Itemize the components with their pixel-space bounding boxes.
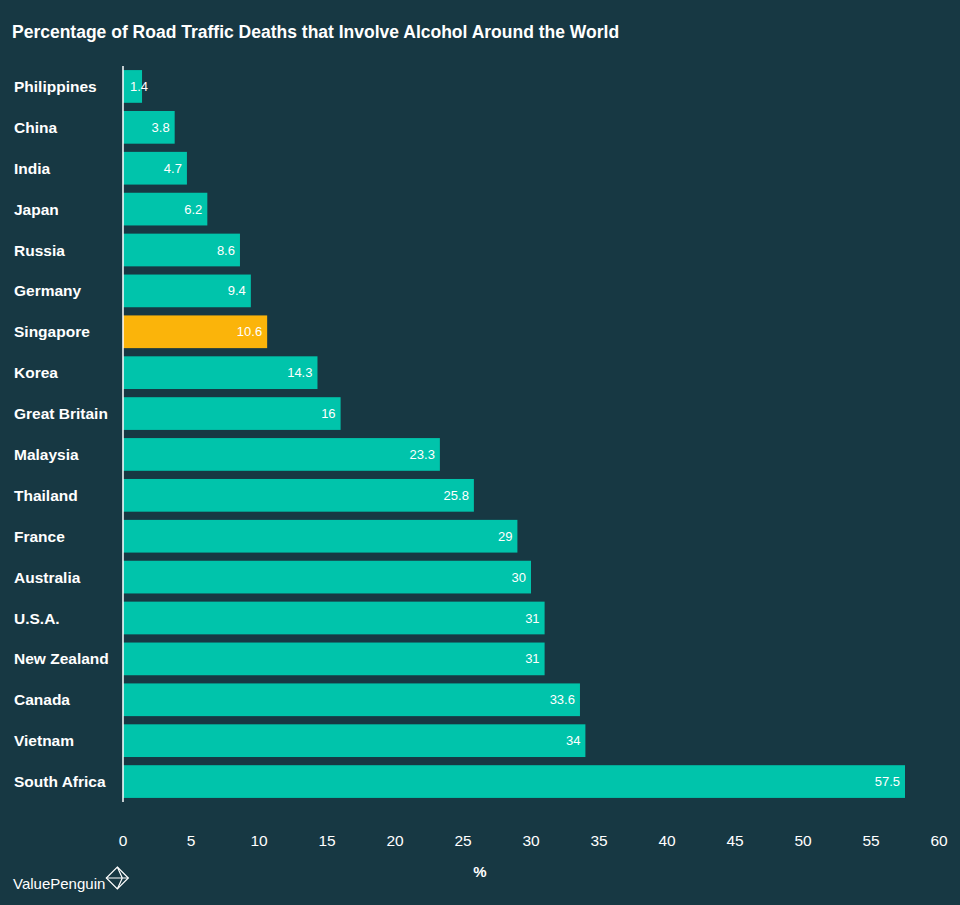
- data-label: 31: [525, 651, 539, 666]
- tick-label: 25: [454, 832, 471, 849]
- tick-label: 0: [119, 832, 128, 849]
- tick-label: 20: [386, 832, 404, 849]
- data-label: 33.6: [550, 692, 575, 707]
- category-label: China: [14, 119, 57, 136]
- bar: [123, 438, 440, 471]
- tick-label: 35: [590, 832, 607, 849]
- data-label: 30: [512, 570, 526, 585]
- chart: Percentage of Road Traffic Deaths that I…: [0, 0, 960, 905]
- data-label: 14.3: [287, 365, 312, 380]
- bar: [123, 683, 580, 716]
- data-label: 16: [321, 406, 335, 421]
- data-label: 4.7: [164, 161, 182, 176]
- data-label: 25.8: [444, 488, 469, 503]
- category-label: Singapore: [14, 323, 90, 340]
- bar: [123, 152, 187, 185]
- data-label: 8.6: [217, 243, 235, 258]
- bar: [123, 397, 341, 430]
- tick-label: 55: [862, 832, 879, 849]
- category-label: Australia: [14, 569, 81, 586]
- logo: [106, 867, 128, 889]
- data-label: 34: [566, 733, 580, 748]
- bar: [123, 724, 585, 757]
- data-label: 10.6: [237, 324, 262, 339]
- data-label: 57.5: [875, 774, 900, 789]
- bar: [123, 356, 317, 389]
- bar: [123, 602, 545, 635]
- data-label: 31: [525, 611, 539, 626]
- axis-label: %: [473, 863, 486, 880]
- data-label: 23.3: [410, 447, 435, 462]
- category-label: Malaysia: [14, 446, 79, 463]
- bar: [123, 275, 251, 308]
- category-label: India: [14, 160, 51, 177]
- category-label: Thailand: [14, 487, 78, 504]
- bars: [123, 70, 905, 798]
- tick-label: 50: [794, 832, 812, 849]
- chart-root: Percentage of Road Traffic Deaths that I…: [0, 0, 960, 905]
- category-label: France: [14, 528, 65, 545]
- bar: [123, 193, 207, 226]
- data-label: 29: [498, 529, 512, 544]
- tick-label: 15: [318, 832, 335, 849]
- category-label: Vietnam: [14, 732, 74, 749]
- bar: [123, 315, 267, 348]
- category-label: Great Britain: [14, 405, 108, 422]
- tick-label: 10: [250, 832, 268, 849]
- category-label: Germany: [14, 282, 82, 299]
- tick-label: 40: [658, 832, 676, 849]
- bar: [123, 111, 175, 144]
- category-label: Philippines: [14, 78, 97, 95]
- tick-label: 30: [522, 832, 540, 849]
- axis-line: [122, 66, 124, 802]
- bar: [123, 561, 531, 594]
- category-label: U.S.A.: [14, 610, 60, 627]
- background: [0, 0, 960, 905]
- logo-shape: [106, 867, 128, 889]
- tick-label: 60: [930, 832, 948, 849]
- bar: [123, 479, 474, 512]
- category-label: Russia: [14, 242, 65, 259]
- bar: [123, 520, 517, 553]
- source: ValuePenguin: [13, 875, 105, 892]
- tick-label: 5: [187, 832, 196, 849]
- data-label: 1.4: [130, 79, 148, 94]
- tick-label: 45: [726, 832, 743, 849]
- bar: [123, 643, 545, 676]
- bar: [123, 765, 905, 798]
- labels: Philippines 1.4 China 3.8 India 4.7 Japan 6.2 Ru…: [14, 78, 900, 790]
- category-label: South Africa: [14, 773, 106, 790]
- data-label: 9.4: [228, 283, 246, 298]
- data-label: 6.2: [184, 202, 202, 217]
- category-label: Japan: [14, 201, 59, 218]
- title: Percentage of Road Traffic Deaths that I…: [12, 22, 619, 42]
- logo-shape: [106, 867, 128, 889]
- category-label: New Zealand: [14, 650, 109, 667]
- category-label: Korea: [14, 364, 58, 381]
- data-label: 3.8: [152, 120, 170, 135]
- bar: [123, 234, 240, 267]
- category-label: Canada: [14, 691, 70, 708]
